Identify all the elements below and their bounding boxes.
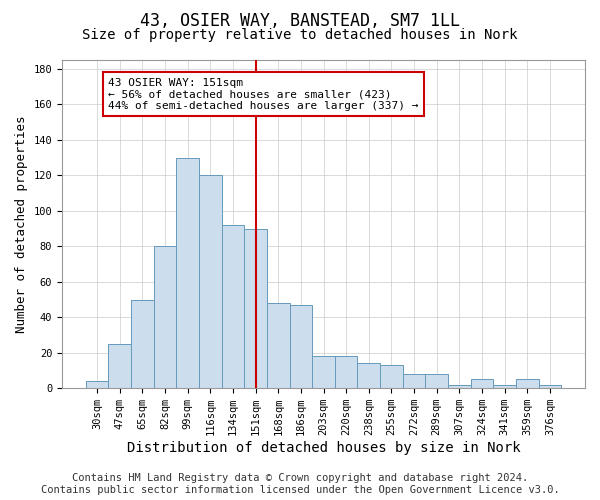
Bar xyxy=(221,225,244,388)
Bar xyxy=(448,384,470,388)
Bar xyxy=(109,344,131,388)
Bar xyxy=(86,381,109,388)
Bar xyxy=(267,303,290,388)
Text: Size of property relative to detached houses in Nork: Size of property relative to detached ho… xyxy=(82,28,518,42)
Bar xyxy=(493,384,516,388)
Text: 43, OSIER WAY, BANSTEAD, SM7 1LL: 43, OSIER WAY, BANSTEAD, SM7 1LL xyxy=(140,12,460,30)
Bar xyxy=(335,356,358,388)
Bar xyxy=(358,364,380,388)
Bar xyxy=(176,158,199,388)
X-axis label: Distribution of detached houses by size in Nork: Distribution of detached houses by size … xyxy=(127,441,520,455)
Bar xyxy=(380,365,403,388)
Bar xyxy=(290,305,312,388)
Bar xyxy=(199,176,221,388)
Y-axis label: Number of detached properties: Number of detached properties xyxy=(15,116,28,333)
Bar xyxy=(516,380,539,388)
Text: 43 OSIER WAY: 151sqm
← 56% of detached houses are smaller (423)
44% of semi-deta: 43 OSIER WAY: 151sqm ← 56% of detached h… xyxy=(109,78,419,111)
Bar xyxy=(403,374,425,388)
Bar xyxy=(154,246,176,388)
Bar xyxy=(312,356,335,388)
Bar xyxy=(470,380,493,388)
Bar xyxy=(539,384,561,388)
Bar xyxy=(131,300,154,388)
Text: Contains HM Land Registry data © Crown copyright and database right 2024.
Contai: Contains HM Land Registry data © Crown c… xyxy=(41,474,559,495)
Bar xyxy=(244,228,267,388)
Bar xyxy=(425,374,448,388)
